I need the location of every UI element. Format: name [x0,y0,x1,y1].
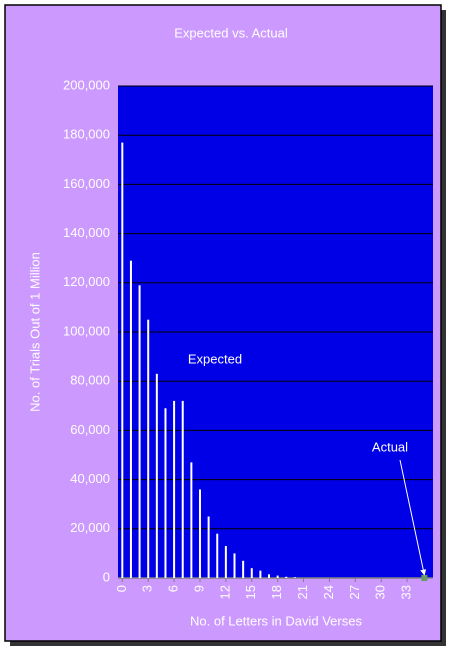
bar [259,570,262,578]
bar [190,462,193,578]
x-tick-label: 24 [321,585,336,599]
y-tick-label: 160,000 [63,176,110,191]
point [421,575,428,581]
bar [164,408,167,578]
bar [216,533,219,578]
bar [224,546,227,578]
arrow [399,459,427,576]
y-tick-label: 120,000 [63,274,110,289]
x-tick-label: 0 [114,585,129,592]
y-tick-label: 60,000 [70,422,110,437]
x-tick-label: 3 [140,585,155,592]
bar [129,260,132,578]
bar [181,400,184,578]
x-tick-label: 33 [399,585,414,599]
x-tick-label: 12 [217,585,232,599]
bar [207,516,210,578]
x-tick-label: 27 [347,585,362,599]
bar [233,553,236,578]
legend-label: Actual [372,439,408,454]
y-tick-label: 180,000 [63,127,110,142]
x-tick-label: 21 [295,585,310,599]
x-tick-label: 9 [191,585,206,592]
bar [138,285,141,578]
x-tick-label: 30 [373,585,388,599]
y-tick-label: 200,000 [63,77,110,92]
x-tick-label: 15 [243,585,258,599]
y-tick-label: 80,000 [70,373,110,388]
chart-title: Expected vs. Actual [174,25,288,40]
bar [147,319,150,578]
x-axis-label: No. of Letters in David Verses [190,613,362,628]
bar [173,400,176,578]
legend-label: Expected [188,351,242,366]
x-tick-label: 6 [166,585,181,592]
bar [242,560,245,578]
bar [285,576,288,578]
bar [121,142,124,578]
y-axis-label: No. of Trials Out of 1 Million [27,252,42,412]
bar [198,489,201,578]
y-tick-label: 100,000 [63,323,110,338]
y-tick-label: 140,000 [63,225,110,240]
y-tick-label: 20,000 [70,520,110,535]
y-tick-label: 0 [103,569,110,584]
bar [293,577,296,578]
bar [276,575,279,578]
x-tick-label: 18 [269,585,284,599]
bar [155,373,158,578]
y-tick-label: 40,000 [70,471,110,486]
bar [268,574,271,578]
bar [250,568,253,578]
